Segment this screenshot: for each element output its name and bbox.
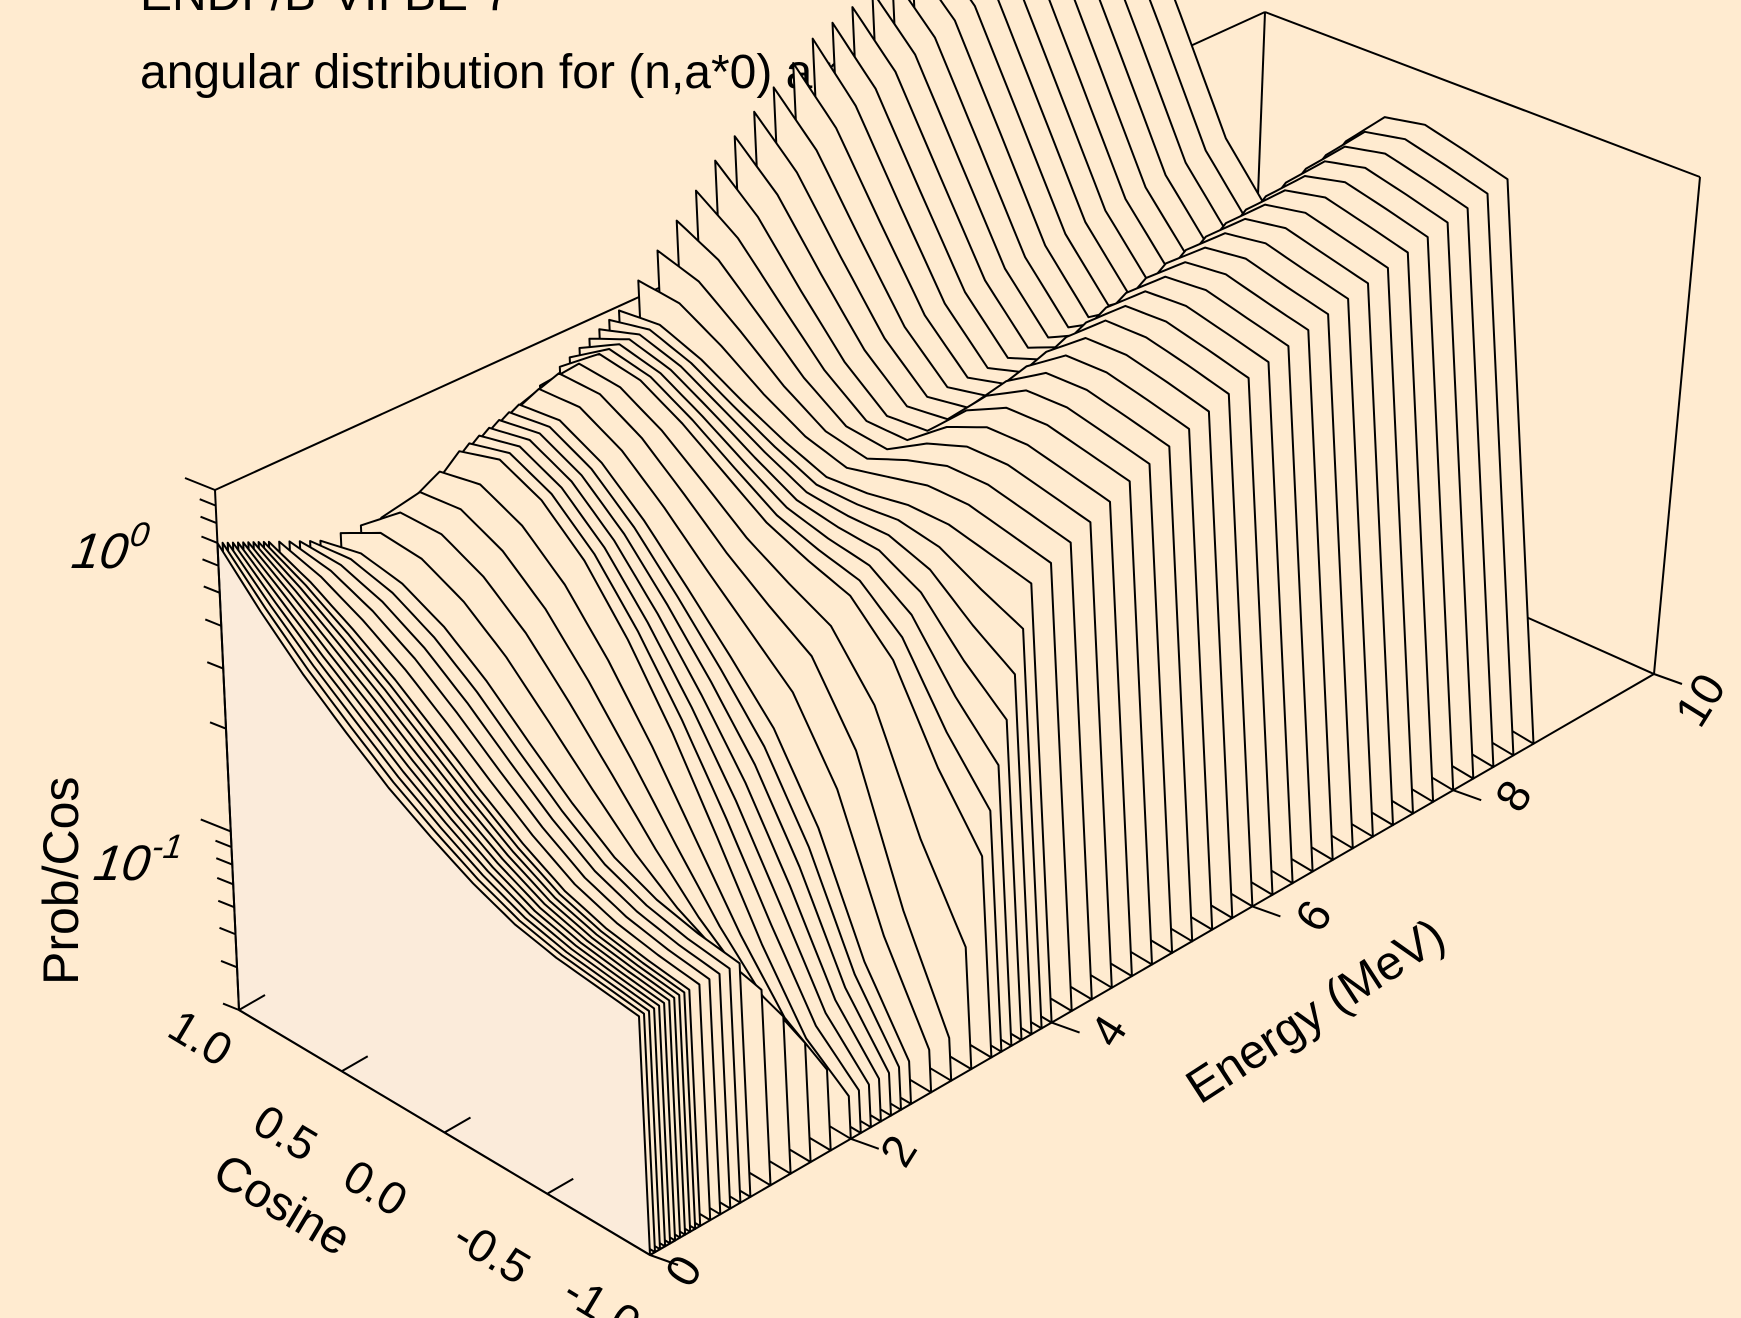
z-axis-minor-ticks [184, 477, 240, 1011]
x-tick [444, 1116, 471, 1134]
surface-profiles [216, 0, 1535, 1256]
z-tick-label-1e0: 100 [68, 516, 151, 579]
x-tick [341, 1055, 369, 1073]
z-minor-tick [220, 960, 238, 969]
x-tick [546, 1177, 574, 1195]
title-line-1: ENDF/B-VII BE-7 [140, 0, 511, 21]
z-minor-tick [217, 899, 235, 909]
box-edge-right-vertical [1653, 176, 1701, 675]
z-minor-tick [209, 721, 227, 730]
z-minor-tick [215, 839, 232, 849]
box-edge-top-back [1264, 11, 1701, 178]
z-axis-label: Prob/Cos [33, 777, 89, 985]
x-tick [238, 994, 266, 1011]
y-tick [1252, 905, 1281, 918]
z-axis: 100 10-1 Prob/Cos [33, 477, 240, 1011]
z-tick-1e0-base: 10 [68, 523, 131, 579]
z-minor-tick [204, 618, 222, 627]
z-minor-tick [199, 498, 217, 507]
z-tick-1e-1-exp: -1 [150, 828, 186, 866]
z-minor-tick [202, 558, 219, 567]
y-tick [1051, 1021, 1080, 1034]
y-tick [649, 1254, 679, 1266]
z-minor-tick [203, 585, 221, 594]
z-minor-tick [201, 535, 218, 544]
y-tick [1452, 789, 1482, 802]
z-minor-tick [200, 515, 217, 525]
surface-profile [216, 541, 651, 1256]
y-axis-line [649, 673, 1655, 1256]
z-major-tick [200, 818, 232, 833]
z-tick-label-1e-1: 10-1 [90, 828, 185, 891]
z-tick-1e-1-base: 10 [90, 835, 153, 891]
z-major-tick [184, 477, 216, 491]
z-minor-tick [215, 857, 233, 866]
z-minor-tick [206, 661, 224, 670]
y-tick [1653, 673, 1683, 685]
z-minor-tick [219, 926, 236, 936]
z-axis-line [214, 489, 240, 1011]
z-minor-tick [216, 877, 234, 886]
y-tick [850, 1137, 880, 1150]
z-minor-tick [222, 1002, 240, 1011]
title-line-2: angular distribution for (n,a*0) alpha [140, 46, 903, 99]
